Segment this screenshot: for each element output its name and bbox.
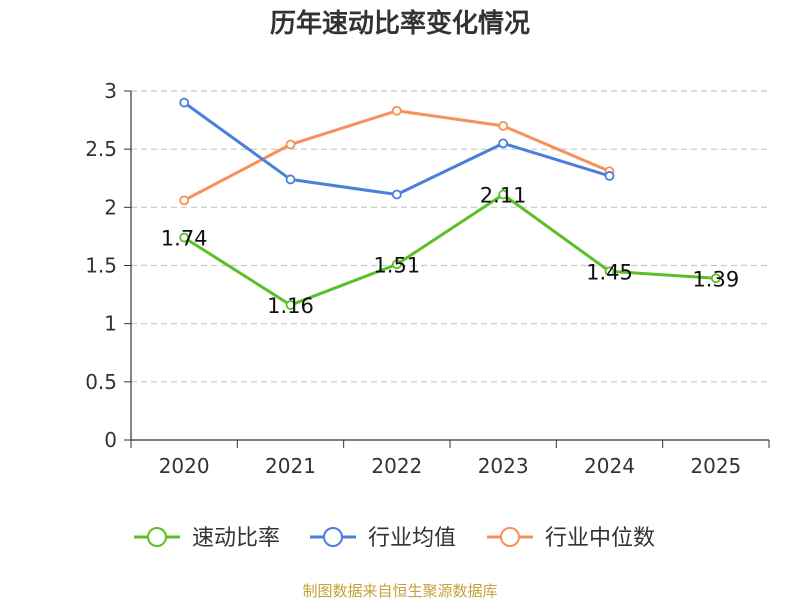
y-tick-label: 1	[104, 312, 117, 336]
data-label: 2.11	[480, 184, 527, 208]
legend-marker	[323, 527, 343, 547]
data-point[interactable]	[391, 259, 402, 270]
data-label: 1.74	[161, 227, 208, 251]
data-point[interactable]	[710, 273, 721, 284]
data-labels: 1.74 1.16 1.51 2.11 1.45 1.39	[161, 184, 739, 319]
data-point[interactable]	[179, 97, 190, 108]
x-tick-label: 2023	[478, 454, 529, 478]
y-axis: 0 0.5 1 1.5 2 2.5 3	[85, 79, 132, 452]
y-tick-label: 0.5	[85, 370, 117, 394]
x-axis: 2020 2021 2022 2023 2024 2025	[130, 439, 770, 478]
source-note: 制图数据来自恒生聚源数据库	[302, 582, 497, 600]
y-tick-label: 2	[104, 195, 117, 219]
legend-label: 行业均值	[368, 526, 456, 551]
legend: 速动比率 行业均值 行业中位数	[134, 526, 655, 551]
data-point[interactable]	[285, 139, 296, 150]
data-point[interactable]	[179, 195, 190, 206]
data-label: 1.39	[692, 267, 739, 291]
series-1	[179, 97, 615, 200]
y-tick-label: 3	[104, 79, 117, 103]
x-tick-label: 2024	[584, 454, 635, 478]
x-tick-label: 2020	[159, 454, 210, 478]
data-label: 1.51	[373, 253, 420, 277]
legend-item[interactable]: 速动比率	[134, 526, 280, 551]
series-2	[179, 105, 615, 206]
data-point[interactable]	[604, 266, 615, 277]
data-point[interactable]	[604, 171, 615, 181]
data-point[interactable]	[285, 174, 296, 185]
data-label: 1.16	[267, 294, 314, 318]
data-label: 1.45	[586, 260, 633, 284]
data-point[interactable]	[391, 189, 402, 200]
x-tick-label: 2025	[690, 454, 741, 478]
y-tick-label: 0	[104, 428, 117, 452]
x-tick-label: 2022	[371, 454, 422, 478]
y-tick-label: 1.5	[85, 254, 117, 278]
legend-label: 速动比率	[192, 526, 280, 551]
series-line	[183, 193, 716, 307]
data-point[interactable]	[498, 121, 509, 131]
y-tick-label: 2.5	[85, 137, 117, 161]
legend-item[interactable]: 行业均值	[310, 526, 456, 551]
series-group	[179, 97, 721, 310]
legend-label: 行业中位数	[545, 526, 655, 551]
legend-marker	[500, 527, 520, 547]
series-0	[179, 189, 721, 310]
data-point[interactable]	[285, 300, 296, 310]
legend-marker	[147, 527, 167, 547]
data-point[interactable]	[179, 232, 190, 243]
data-point[interactable]	[391, 105, 402, 116]
grid-lines	[131, 90, 769, 383]
data-point[interactable]	[498, 138, 509, 149]
chart-title: 历年速动比率变化情况	[270, 8, 530, 39]
data-point[interactable]	[498, 189, 509, 200]
legend-item[interactable]: 行业中位数	[487, 526, 655, 551]
x-tick-label: 2021	[265, 454, 316, 478]
